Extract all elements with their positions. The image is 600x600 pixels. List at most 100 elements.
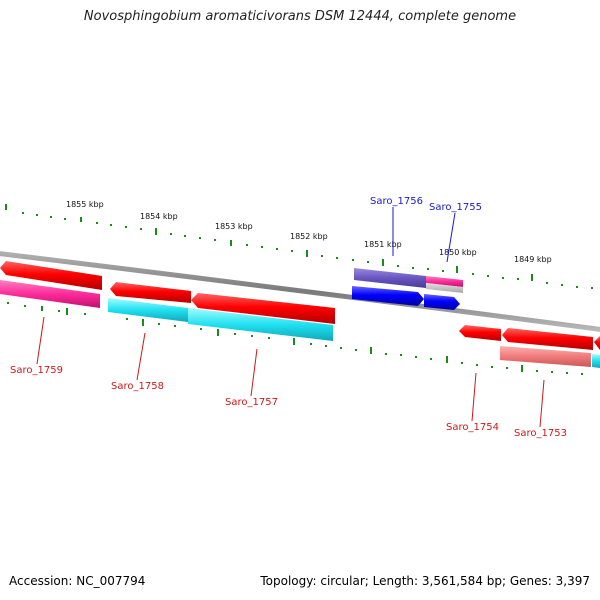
gene-feature-saro-1753-cds[interactable]: [500, 346, 591, 367]
gene-arrow-saro-1759[interactable]: [0, 261, 102, 290]
inner-scale: [7, 302, 583, 375]
scale-label: 1854 kbp: [140, 212, 178, 221]
gene-arrow-saro-1756[interactable]: [352, 286, 424, 306]
scale-label: 1849 kbp: [514, 255, 552, 264]
minor-tick: [367, 261, 369, 263]
gene-label-saro-1755[interactable]: Saro_1755: [429, 202, 482, 213]
genome-backbone: [0, 251, 600, 332]
minor-tick: [184, 235, 186, 237]
leader-saro-1757: [250, 348, 258, 397]
major-tick: [306, 250, 308, 257]
scale-label: 1855 kbp: [66, 200, 104, 209]
minor-tick: [415, 356, 417, 358]
gene-label-saro-1759[interactable]: Saro_1759: [10, 365, 63, 376]
accession-label: Accession: NC_007794: [9, 574, 146, 588]
minor-tick: [491, 366, 493, 368]
minor-tick: [340, 347, 342, 349]
major-tick: [5, 204, 7, 210]
minor-tick: [442, 270, 444, 272]
minor-tick: [64, 218, 66, 220]
minor-tick: [84, 313, 86, 315]
minor-tick: [487, 275, 489, 277]
gene-feature-saro-1755-cds[interactable]: [426, 276, 463, 287]
major-tick: [66, 308, 68, 315]
minor-tick: [336, 257, 338, 259]
scale-label: 1853 kbp: [215, 222, 253, 231]
gene-arrow-saro-1754[interactable]: [459, 325, 501, 341]
minor-tick: [321, 255, 323, 257]
minor-tick: [310, 343, 312, 345]
minor-tick: [581, 373, 583, 375]
gene-feature-offscreen-cds: [592, 354, 600, 368]
major-tick: [41, 306, 43, 311]
minor-tick: [546, 282, 548, 284]
minor-tick: [7, 302, 9, 304]
major-tick: [531, 274, 533, 281]
minor-tick: [174, 325, 176, 327]
minor-tick: [125, 226, 127, 228]
gene-label-saro-1757[interactable]: Saro_1757: [225, 397, 278, 408]
major-tick: [230, 240, 232, 246]
minor-tick: [536, 370, 538, 372]
gene-arrow-saro-1757[interactable]: [191, 293, 335, 324]
minor-tick: [427, 268, 429, 270]
minor-tick: [261, 246, 263, 248]
gene-arrow-saro-1758[interactable]: [110, 282, 191, 303]
minor-tick: [251, 335, 253, 337]
minor-tick: [234, 333, 236, 335]
major-tick: [521, 365, 523, 372]
leader-saro-1754: [471, 372, 477, 422]
major-tick: [217, 329, 219, 336]
minor-tick: [22, 212, 24, 214]
minor-tick: [566, 372, 568, 374]
gene-label-saro-1753[interactable]: Saro_1753: [514, 428, 567, 439]
minor-tick: [591, 287, 593, 289]
minor-tick: [551, 371, 553, 373]
label-leaders: [36, 207, 545, 428]
minor-tick: [355, 349, 357, 351]
gene-arrow-saro-1753[interactable]: [502, 328, 593, 350]
gene-feature-saro-1758-cds[interactable]: [108, 298, 188, 322]
leader-saro-1758: [136, 332, 146, 381]
minor-tick: [352, 259, 354, 261]
gene-label-saro-1756[interactable]: Saro_1756: [370, 196, 423, 207]
minor-tick: [430, 358, 432, 360]
minor-tick: [385, 353, 387, 355]
minor-tick: [276, 248, 278, 250]
minor-tick: [199, 237, 201, 239]
major-tick: [456, 266, 458, 273]
minor-tick: [502, 277, 504, 279]
major-tick: [293, 338, 295, 345]
minor-tick: [246, 244, 248, 246]
gene-feature-saro-1759-cds[interactable]: [0, 280, 100, 308]
genome-summary: Topology: circular; Length: 3,561,584 bp…: [260, 574, 590, 588]
gene-labels: Saro_1756 Saro_1755 Saro_1759 Saro_1758 …: [10, 196, 567, 439]
minor-tick: [291, 250, 293, 252]
reverse-strand: [0, 261, 600, 368]
gene-label-saro-1758[interactable]: Saro_1758: [111, 381, 164, 392]
minor-tick: [140, 228, 142, 230]
major-tick: [446, 356, 448, 363]
minor-tick: [268, 337, 270, 339]
scale-label: 1850 kbp: [439, 248, 477, 257]
scale-label: 1851 kbp: [364, 240, 402, 249]
minor-tick: [214, 239, 216, 241]
minor-tick: [200, 328, 202, 330]
minor-tick: [58, 310, 60, 312]
minor-tick: [36, 214, 38, 216]
major-tick: [155, 228, 157, 235]
minor-tick: [476, 364, 478, 366]
gene-arrow-saro-1755[interactable]: [424, 294, 460, 310]
minor-tick: [461, 362, 463, 364]
scale-label: 1852 kbp: [290, 232, 328, 241]
minor-tick: [325, 345, 327, 347]
gene-feature-saro-1757-cds[interactable]: [188, 308, 333, 341]
minor-tick: [472, 273, 474, 275]
gene-arrow-offscreen[interactable]: [594, 336, 600, 350]
gene-label-saro-1754[interactable]: Saro_1754: [446, 422, 499, 433]
leader-saro-1753: [539, 379, 545, 428]
minor-tick: [517, 278, 519, 280]
gene-feature-saro-1756-cds[interactable]: [354, 268, 426, 288]
